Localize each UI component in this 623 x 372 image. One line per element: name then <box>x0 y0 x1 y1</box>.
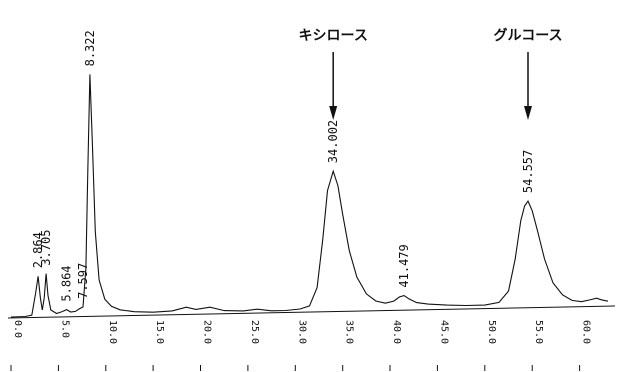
x-tick-label: 50.0 <box>486 320 497 344</box>
annotation-arrow-head <box>524 106 532 120</box>
peak-label: 34.002 <box>326 120 340 163</box>
peak-label: 41.479 <box>397 244 411 287</box>
annotation-arrow-head <box>329 106 338 120</box>
x-tick-label: 35.0 <box>344 320 355 344</box>
x-tick-label: 25.0 <box>249 320 260 344</box>
annotations: キシロース グルコース <box>299 27 563 120</box>
x-tick-label: 40.0 <box>391 320 402 344</box>
x-tick-label: 10.0 <box>107 320 118 344</box>
peak-label: 8.322 <box>83 30 97 66</box>
peak-label: 3.705 <box>39 230 53 266</box>
x-tick-label: 45.0 <box>438 320 449 344</box>
peak-label: 2.864 <box>31 232 45 268</box>
x-tick-label: 0.0 <box>12 320 23 338</box>
x-tick-label: 15.0 <box>154 320 165 344</box>
x-tick-label: 5.0 <box>59 320 70 338</box>
baseline <box>7 305 616 319</box>
x-tick-label: 55.0 <box>533 320 544 344</box>
x-tick-label: 20.0 <box>202 320 213 344</box>
x-tick-label: 60.0 <box>581 320 592 344</box>
peak-label: 5.864 <box>60 265 74 301</box>
annotation-label: グルコース <box>493 27 562 44</box>
peak-label: 7.597 <box>76 263 90 299</box>
chromatogram-trace <box>10 74 609 318</box>
x-tick-label: 30.0 <box>296 320 307 344</box>
peak-label: 54.557 <box>521 150 535 193</box>
annotation-label: キシロース <box>299 28 368 44</box>
x-axis-ticks: 0.0 5.0 10.0 15.0 20.0 25.0 30.0 35.0 40.0 45.0 50… <box>10 320 592 371</box>
